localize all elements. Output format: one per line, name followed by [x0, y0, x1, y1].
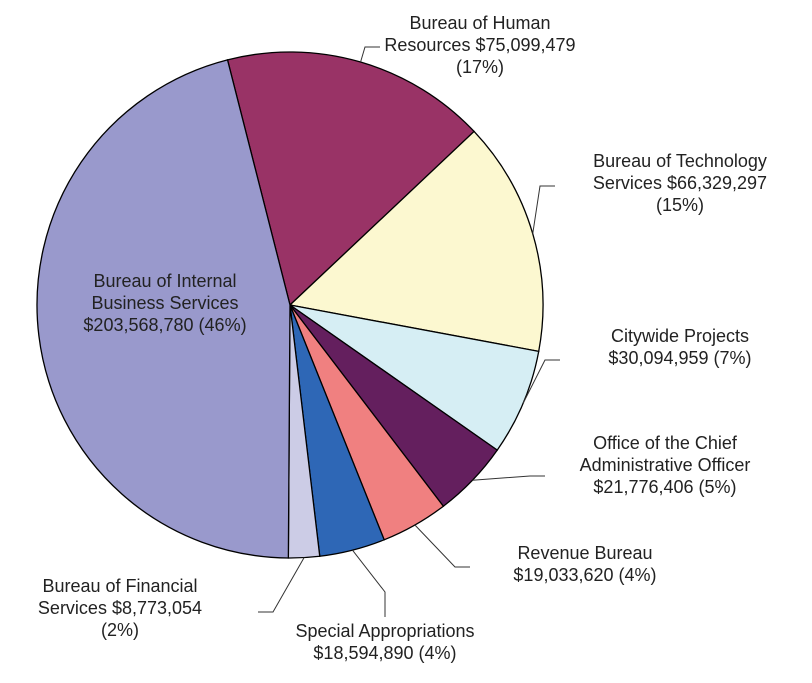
leader-line	[360, 46, 380, 63]
slice-label: Bureau of Financial Services $8,773,054 …	[28, 575, 213, 641]
percent-label: (2%)	[100, 620, 139, 640]
value-label: $18,594,890	[313, 643, 414, 663]
leader-line	[352, 549, 386, 617]
value-label: $21,776,406	[593, 477, 694, 497]
category-name: Office of the Chief Administrative Offic…	[579, 433, 751, 475]
value-label: $8,773,054	[111, 598, 203, 618]
leader-line	[414, 524, 470, 568]
category-name: Bureau of Human Resources	[384, 13, 551, 55]
value-label: $66,329,297	[666, 173, 768, 193]
leader-line	[472, 475, 545, 481]
slice-label: Revenue Bureau $19,033,620 (4%)	[500, 542, 670, 586]
percent-label: (4%)	[618, 565, 657, 585]
leader-line	[532, 185, 555, 234]
category-name: Citywide Projects	[610, 326, 750, 346]
value-label: $30,094,959	[608, 348, 709, 368]
percent-label: (4%)	[418, 643, 457, 663]
pie-slice	[36, 59, 291, 559]
value-label: $203,568,780	[83, 315, 194, 335]
leader-line	[522, 359, 560, 404]
value-label: $19,033,620	[513, 565, 614, 585]
percent-label: (7%)	[713, 348, 752, 368]
pie-slice	[289, 304, 540, 452]
slice-label: Bureau of Human Resources $75,099,479 (1…	[373, 12, 588, 78]
category-name: Bureau of Internal Business Services	[91, 271, 239, 313]
slice-label: Bureau of Technology Services $66,329,29…	[580, 150, 780, 216]
slice-label: Bureau of Internal Business Services $20…	[75, 270, 255, 336]
category-name: Bureau of Technology Services	[592, 151, 767, 193]
pie-slice	[226, 51, 476, 307]
slice-label: Special Appropriations $18,594,890 (4%)	[280, 620, 490, 664]
slice-label: Citywide Projects $30,094,959 (7%)	[595, 325, 765, 369]
percent-label: (15%)	[655, 195, 704, 215]
percent-label: (46%)	[198, 315, 247, 335]
slice-label: Office of the Chief Administrative Offic…	[565, 432, 765, 498]
percent-label: (5%)	[698, 477, 737, 497]
category-name: Special Appropriations	[295, 621, 475, 641]
value-label: $75,099,479	[475, 35, 576, 55]
category-name: Bureau of Financial Services	[37, 576, 198, 618]
percent-label: (17%)	[455, 57, 504, 77]
leader-line	[258, 557, 305, 613]
category-name: Revenue Bureau	[517, 543, 653, 563]
